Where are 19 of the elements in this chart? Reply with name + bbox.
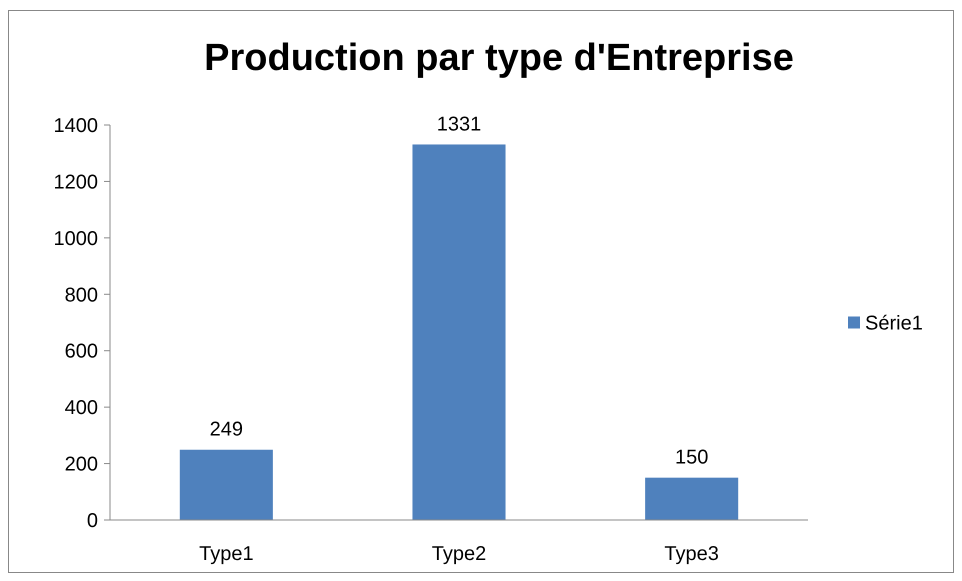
x-tick-label: Type3 — [664, 543, 719, 565]
bar — [645, 478, 738, 520]
legend-label: Série1 — [865, 312, 923, 334]
y-tick-label: 800 — [64, 284, 98, 306]
x-tick-label: Type2 — [432, 543, 486, 565]
y-tick-label: 1200 — [54, 171, 98, 194]
x-tick-label: Type1 — [199, 543, 254, 565]
data-label: 150 — [674, 446, 708, 469]
y-tick-label: 200 — [64, 454, 98, 476]
y-tick-label: 1000 — [54, 228, 98, 250]
bar — [412, 144, 506, 520]
y-tick-label: 0 — [86, 510, 98, 532]
bar — [180, 450, 273, 520]
y-tick-label: 1400 — [54, 115, 98, 137]
y-tick-label: 400 — [64, 397, 98, 420]
y-tick-label: 600 — [64, 340, 98, 363]
data-label: 1331 — [436, 113, 482, 136]
data-label: 249 — [210, 418, 244, 441]
chart-title: Production par type d'Entreprise — [204, 37, 794, 79]
